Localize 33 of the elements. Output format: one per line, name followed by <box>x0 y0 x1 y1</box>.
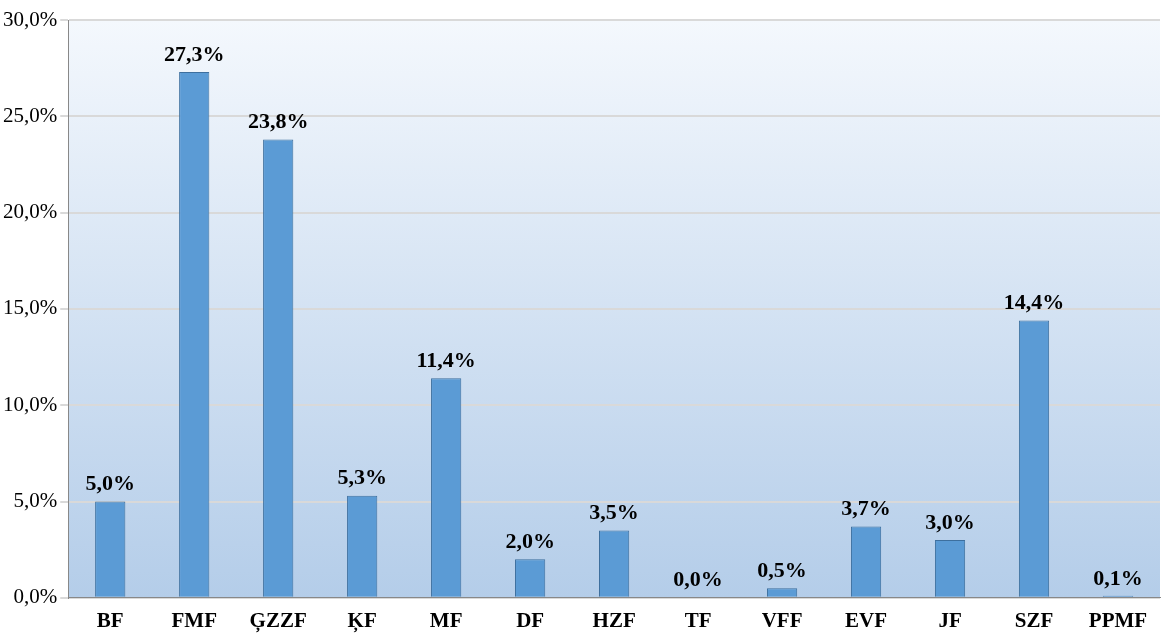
data-label: 0,1% <box>1093 564 1143 590</box>
x-tick-label: ĢZZF <box>249 607 307 633</box>
data-label: 0,0% <box>673 566 723 592</box>
y-tick-label: 30,0% <box>2 6 58 31</box>
data-label: 5,3% <box>337 464 387 490</box>
y-tick-label: 15,0% <box>2 295 58 320</box>
data-label: 14,4% <box>1003 289 1065 315</box>
y-tick-label: 25,0% <box>2 102 58 127</box>
data-label: 11,4% <box>416 346 476 372</box>
data-label: 2,0% <box>505 527 555 553</box>
x-tick-label: DF <box>516 607 545 632</box>
data-label: 3,0% <box>925 508 975 534</box>
x-tick-label: FMF <box>171 607 217 632</box>
y-tick-label: 5,0% <box>13 488 58 513</box>
x-tick-label: ĶF <box>347 607 377 633</box>
data-label: 27,3% <box>163 40 225 66</box>
x-tick-label: BF <box>96 607 124 632</box>
x-tick-label: PPMF <box>1088 607 1148 632</box>
x-tick-label: SZF <box>1014 607 1054 632</box>
x-tick-label: VFF <box>761 607 803 632</box>
x-tick-label: MF <box>429 607 463 632</box>
x-tick-label: HZF <box>592 607 636 632</box>
data-label: 3,7% <box>841 495 891 521</box>
y-tick-label: 10,0% <box>2 391 58 416</box>
x-tick-label: TF <box>684 607 712 632</box>
y-tick-label: 20,0% <box>2 199 58 224</box>
data-label: 0,5% <box>757 556 807 582</box>
data-label: 5,0% <box>85 470 135 496</box>
x-tick-label: EVF <box>845 607 888 632</box>
data-label: 23,8% <box>247 108 309 134</box>
data-label: 3,5% <box>589 499 639 525</box>
x-tick-label: JF <box>938 607 962 632</box>
y-tick-label: 0,0% <box>13 584 58 609</box>
